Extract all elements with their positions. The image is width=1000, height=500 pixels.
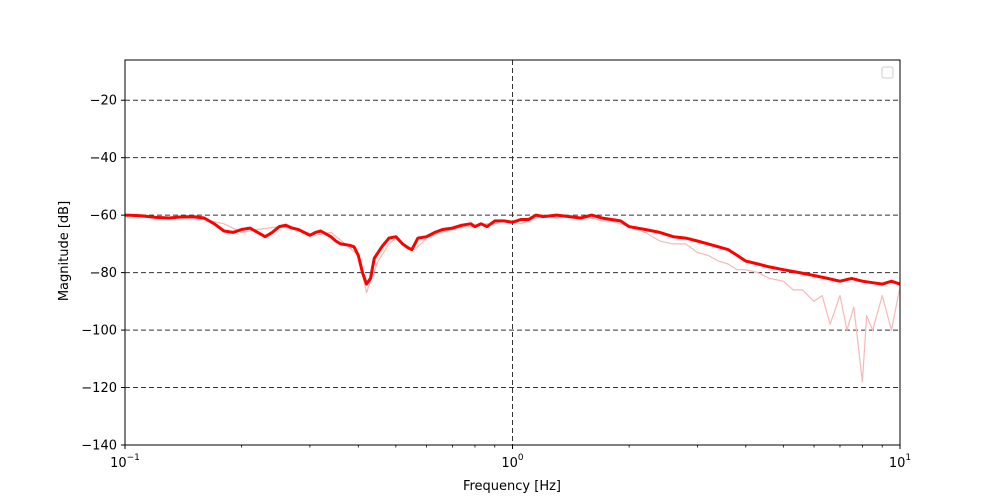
series-line-smoothed bbox=[124, 213, 901, 286]
y-tick-label: −40 bbox=[90, 151, 117, 166]
y-axis-label: Magnitude [dB] bbox=[57, 201, 72, 301]
legend-box[interactable] bbox=[881, 66, 894, 79]
y-tick-label: −100 bbox=[81, 324, 117, 339]
x-tick-label: 101 bbox=[889, 453, 911, 471]
y-tick-label: −60 bbox=[90, 209, 117, 224]
y-tick-label: −20 bbox=[90, 94, 117, 109]
x-tick-label: 10−1 bbox=[110, 453, 140, 471]
grid-lines bbox=[124, 60, 901, 446]
y-tick-label: −120 bbox=[81, 381, 117, 396]
legend[interactable] bbox=[881, 66, 894, 79]
series-lines bbox=[124, 213, 901, 383]
x-tick-label: 100 bbox=[501, 453, 524, 471]
y-tick-label: −140 bbox=[81, 439, 117, 454]
x-axis-label: Frequency [Hz] bbox=[463, 479, 561, 494]
y-tick-label: −80 bbox=[90, 266, 117, 281]
